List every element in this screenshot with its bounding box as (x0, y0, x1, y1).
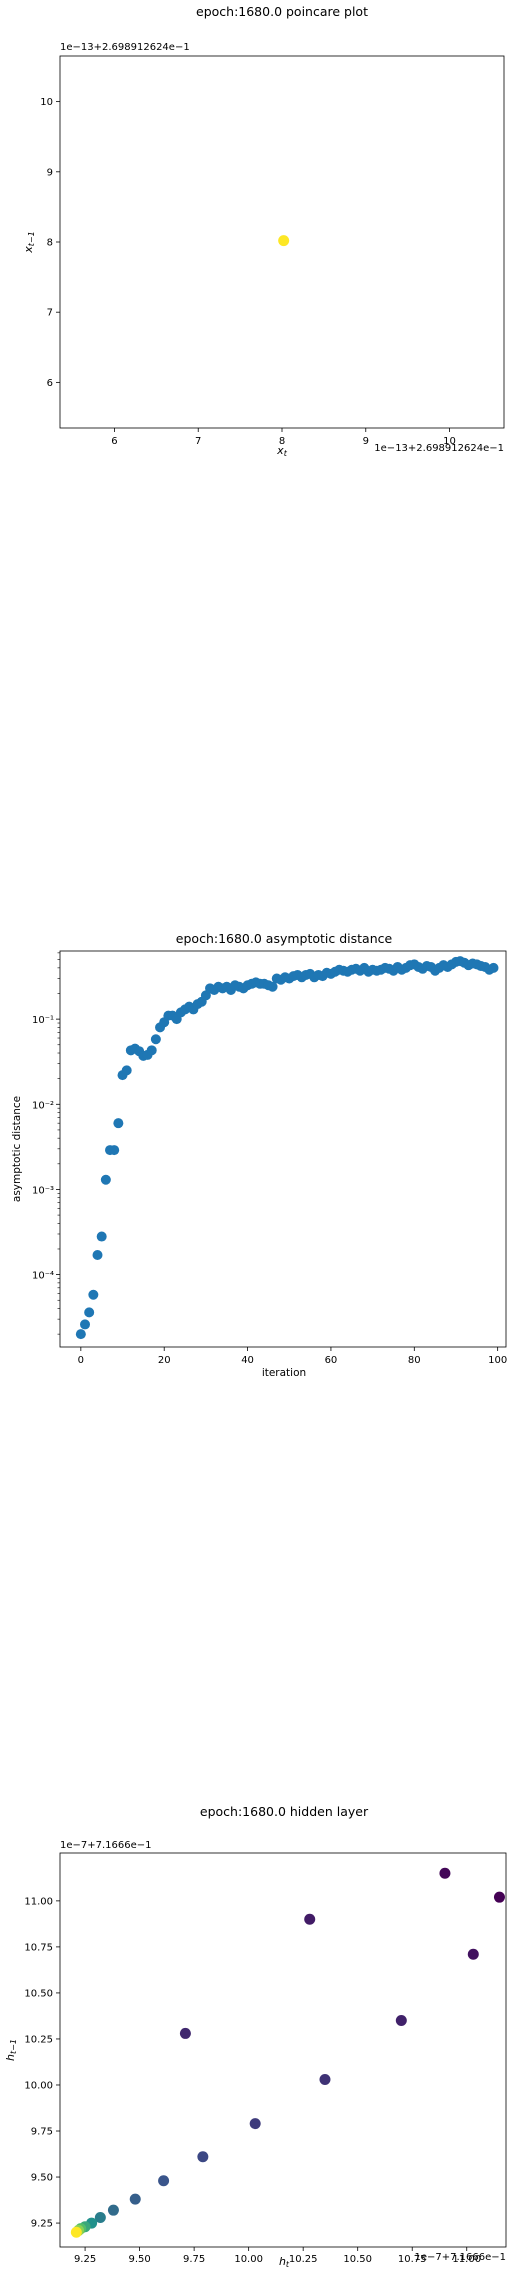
data-point (395, 2015, 407, 2027)
data-point (319, 2073, 331, 2085)
poincare-x-offset-text: 1e−13+2.698912624e−1 (374, 443, 504, 454)
hidden-y-offset-text: 1e−7+7.1666e−1 (60, 1840, 152, 1851)
data-point (121, 1065, 132, 1076)
x-tick-label: 8 (279, 436, 285, 447)
y-tick-label: 10⁻⁴ (32, 1271, 54, 1282)
poincare-plot-title: epoch:1680.0 poincare plot (196, 4, 368, 19)
x-tick-label: 11.00 (452, 2254, 481, 2265)
asymptotic-y-label: asymptotic distance (11, 1096, 23, 1202)
y-tick-label: 10.00 (24, 2080, 53, 2091)
data-point (150, 1034, 161, 1045)
data-point (107, 2204, 119, 2216)
data-point (84, 1307, 95, 1318)
hidden-points (70, 1867, 505, 2238)
y-tick-label: 10 (40, 97, 53, 108)
y-tick-label: 7 (47, 308, 53, 319)
x-tick-label: 80 (408, 1355, 421, 1366)
data-point (278, 235, 290, 247)
y-tick-label: 11.00 (24, 1896, 53, 1907)
data-point (179, 2027, 191, 2039)
asymptotic-distance-figure: epoch:1680.0 asymptotic distance 0 20 40 60… (11, 931, 507, 1379)
x-tick-label: 10.25 (289, 2254, 318, 2265)
x-tick-label: 10.50 (343, 2254, 372, 2265)
y-tick-label: 10.25 (24, 2034, 53, 2045)
data-point (197, 2151, 209, 2163)
poincare-y-ticks: 6 7 8 9 10 (40, 97, 60, 389)
hidden-layer-title: epoch:1680.0 hidden layer (200, 1804, 369, 1819)
data-point (96, 1231, 107, 1242)
hidden-x-offset-text: 1e−7+7.1666e−1 (414, 2252, 506, 2263)
asymptotic-y-ticks: 10⁻⁴ 10⁻³ 10⁻² 10⁻¹ (32, 952, 60, 1335)
data-point (249, 2118, 261, 2130)
x-tick-label: 6 (111, 436, 117, 447)
y-tick-label: 9.50 (31, 2173, 53, 2184)
y-tick-label: 9.25 (31, 2219, 53, 2230)
data-point (113, 1118, 124, 1129)
x-tick-label: 40 (241, 1355, 254, 1366)
y-tick-label: 9 (47, 167, 53, 178)
x-tick-label: 10.75 (398, 2254, 427, 2265)
asymptotic-x-label: iteration (262, 1367, 306, 1379)
data-point (94, 2212, 106, 2224)
asymptotic-points (75, 956, 499, 1340)
x-tick-label: 10 (443, 436, 456, 447)
x-tick-label: 100 (488, 1355, 507, 1366)
hidden-x-ticks: 9.25 9.50 9.75 10.00 10.25 10.50 10.75 11.00 (74, 2247, 481, 2265)
hidden-x-label: ht (279, 2255, 290, 2269)
data-point (80, 1319, 91, 1330)
y-tick-label: 10.50 (24, 1988, 53, 1999)
data-point (488, 962, 499, 973)
data-point (88, 1289, 99, 1300)
x-tick-label: 7 (195, 436, 201, 447)
hidden-y-label: ht−1 (4, 2039, 18, 2061)
y-tick-label: 10⁻¹ (32, 1015, 54, 1026)
data-point (70, 2226, 82, 2238)
asymptotic-plot-area (59, 950, 507, 1348)
data-point (109, 1145, 120, 1156)
hidden-layer-figure: epoch:1680.0 hidden layer 1e−7+7.1666e−1… (4, 1804, 507, 2269)
y-tick-label: 8 (47, 238, 53, 249)
x-tick-label: 60 (325, 1355, 338, 1366)
x-tick-label: 9 (363, 436, 369, 447)
y-tick-label: 10⁻² (32, 1100, 54, 1111)
poincare-x-ticks: 6 7 8 9 10 (111, 428, 456, 447)
poincare-plot-figure: epoch:1680.0 poincare plot 1e−13+2.69891… (22, 4, 505, 458)
data-point (129, 2193, 141, 2205)
data-point (467, 1948, 479, 1960)
x-tick-label: 0 (78, 1355, 84, 1366)
x-tick-label: 9.75 (183, 2254, 205, 2265)
poincare-y-offset-text: 1e−13+2.698912624e−1 (60, 42, 190, 53)
data-point (439, 1867, 451, 1879)
asymptotic-x-ticks: 0 20 40 60 80 100 (78, 1347, 507, 1366)
data-point (146, 1045, 157, 1056)
data-point (92, 1249, 103, 1260)
y-tick-label: 6 (47, 378, 53, 389)
x-tick-label: 9.25 (74, 2254, 96, 2265)
poincare-x-label: xt (276, 444, 288, 458)
data-point (158, 2175, 170, 2187)
y-tick-label: 10.75 (24, 1942, 53, 1953)
asymptotic-distance-title: epoch:1680.0 asymptotic distance (176, 931, 393, 946)
y-tick-label: 9.75 (31, 2127, 53, 2138)
data-point (267, 981, 278, 992)
data-point (100, 1174, 111, 1185)
hidden-plot-area (59, 1852, 507, 2248)
data-point (304, 1913, 316, 1925)
poincare-points (278, 235, 290, 247)
hidden-y-ticks: 9.25 9.50 9.75 10.00 10.25 10.50 10.75 11.00 (24, 1896, 60, 2230)
y-tick-label: 10⁻³ (32, 1185, 54, 1196)
data-point (493, 1891, 505, 1903)
x-tick-label: 10.00 (234, 2254, 263, 2265)
x-tick-label: 20 (158, 1355, 171, 1366)
x-tick-label: 9.50 (128, 2254, 150, 2265)
data-point (75, 1329, 86, 1340)
poincare-y-label: xt−1 (22, 231, 36, 253)
